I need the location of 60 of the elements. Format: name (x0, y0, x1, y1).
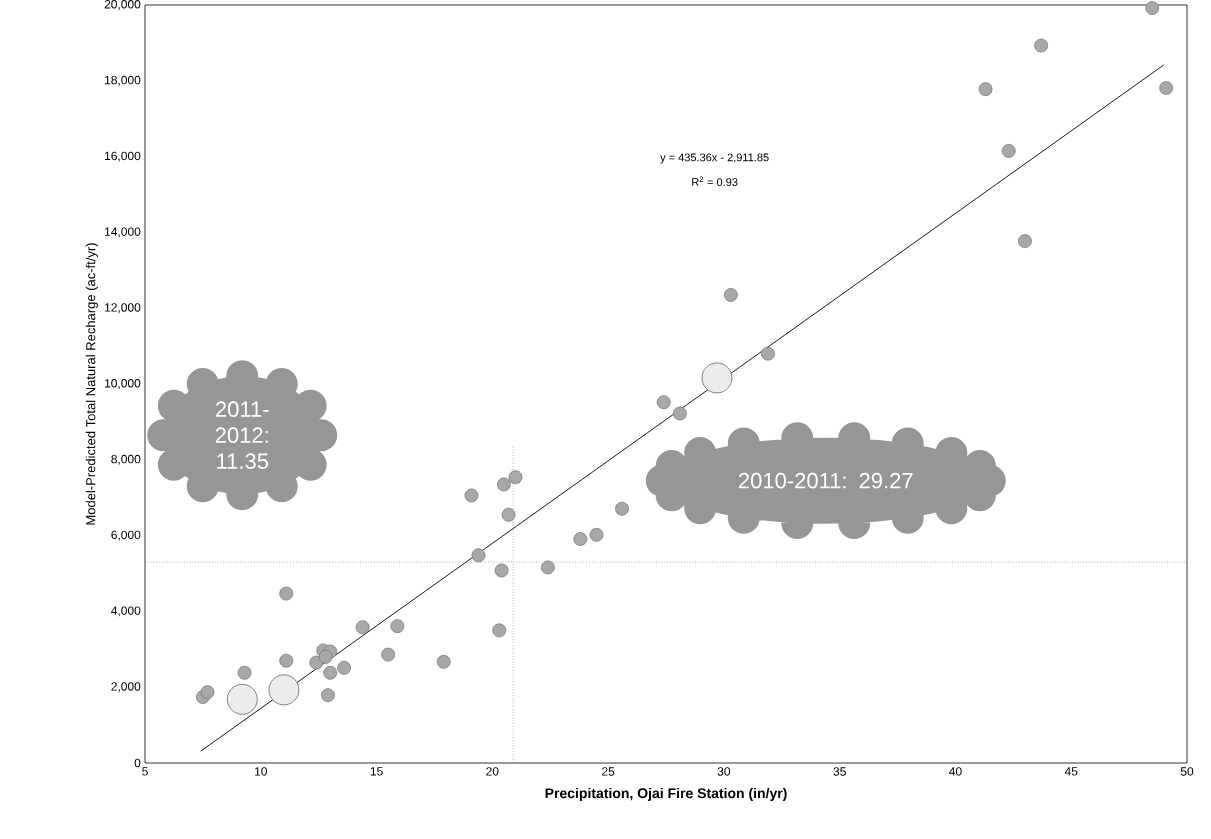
point (355, 620, 370, 635)
x-tick-label: 50 (1180, 767, 1194, 776)
point (1145, 1, 1160, 15)
x-tick-label: 30 (717, 767, 731, 776)
point (279, 653, 294, 668)
point (760, 346, 775, 361)
x-tick-label: 45 (1064, 767, 1078, 776)
point (321, 688, 335, 703)
x-tick-label: 20 (486, 767, 499, 776)
point (464, 488, 479, 503)
point (1034, 38, 1049, 53)
annotation: 2011-2012: 11.35 (215, 401, 269, 469)
point (279, 586, 294, 601)
y-axis-title: Model-Predicted Total Natural Recharge (ac-ft/yr) (85, 243, 98, 525)
x-tick-label: 35 (833, 767, 846, 776)
y-tick-label: 4,000 (111, 606, 141, 617)
point (1001, 144, 1016, 158)
point (1018, 234, 1032, 249)
point (723, 288, 738, 302)
point (501, 507, 516, 522)
y-tick-label: 0 (134, 758, 141, 768)
y-tick-label: 2,000 (111, 682, 141, 693)
point (390, 619, 405, 634)
point (318, 649, 333, 664)
y-tick-label: 12,000 (105, 303, 141, 314)
point (323, 665, 338, 680)
point (492, 623, 507, 638)
y-tick-label: 18,000 (105, 75, 141, 86)
x-tick-label: 40 (949, 767, 962, 776)
point (573, 532, 588, 546)
annotation: y = 435.36x - 2,911.85 (660, 153, 769, 164)
point (1159, 81, 1174, 95)
annotation: 2010-2011: 29.27 (739, 472, 913, 489)
point (471, 548, 486, 563)
point (200, 685, 215, 700)
y-tick-label: 8,000 (111, 454, 141, 465)
point (978, 82, 993, 97)
point (541, 560, 555, 575)
point (615, 501, 629, 516)
y-tick-label: 16,000 (105, 151, 141, 162)
x-tick-label: 25 (602, 767, 615, 776)
y-tick-label: 20,000 (104, 0, 141, 10)
point (656, 395, 671, 410)
point (497, 477, 511, 492)
y-tick-label: 10,000 (105, 379, 141, 389)
point (589, 527, 604, 542)
x-tick-label: 10 (255, 767, 267, 776)
x-axis-title: Precipitation, Ojai Fire Station (in/yr) (545, 787, 787, 801)
point (436, 654, 451, 669)
y-tick-label: 6,000 (111, 530, 141, 541)
point (337, 660, 352, 675)
annotation: R$^{2}$ = 0.93 (692, 176, 738, 186)
point (237, 665, 252, 680)
x-tick-label: 15 (370, 767, 383, 776)
y-tick-label: 14,000 (105, 227, 141, 238)
point (508, 470, 523, 485)
point (494, 563, 509, 578)
point (673, 406, 687, 421)
x-tick-label: 5 (142, 767, 148, 776)
point (381, 647, 396, 662)
